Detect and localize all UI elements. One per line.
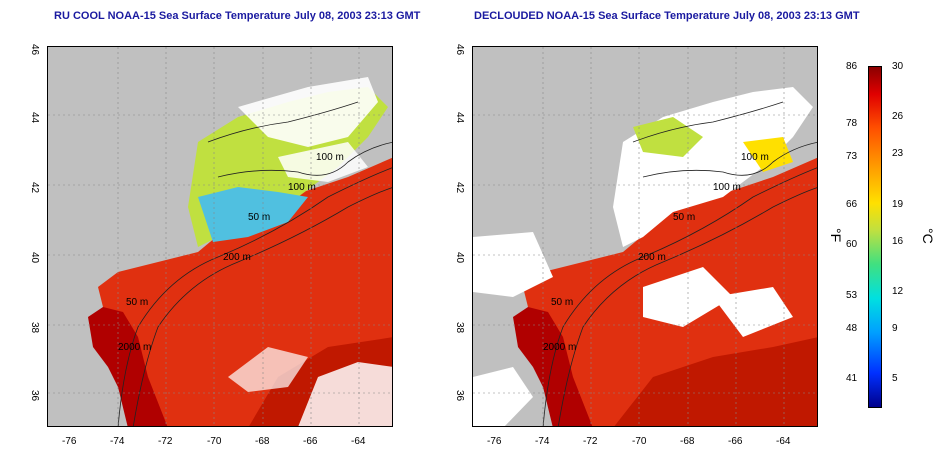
fahrenheit-tick: 53 bbox=[846, 290, 858, 301]
celsius-tick: 5 bbox=[892, 373, 898, 384]
x-tick-label: -72 bbox=[583, 436, 598, 447]
right-sst-map: 100 m 100 m 50 m 200 m 50 m 2000 m bbox=[472, 46, 818, 427]
x-tick-label: -70 bbox=[207, 436, 222, 447]
y-tick-label: 38 bbox=[454, 322, 465, 334]
contour-label: 200 m bbox=[223, 252, 251, 263]
y-tick-label: 38 bbox=[29, 322, 40, 334]
x-tick-label: -76 bbox=[62, 436, 77, 447]
y-tick-label: 46 bbox=[29, 44, 40, 56]
y-tick-label: 40 bbox=[29, 252, 40, 264]
fahrenheit-tick: 73 bbox=[846, 151, 858, 162]
x-tick-label: -74 bbox=[535, 436, 550, 447]
y-tick-label: 36 bbox=[454, 390, 465, 402]
contour-label: 100 m bbox=[316, 152, 344, 163]
y-tick-label: 46 bbox=[454, 44, 465, 56]
fahrenheit-tick: 66 bbox=[846, 199, 858, 210]
fahrenheit-tick: 48 bbox=[846, 323, 858, 334]
fahrenheit-tick: 86 bbox=[846, 61, 858, 72]
y-tick-label: 44 bbox=[29, 112, 40, 124]
celsius-tick: 19 bbox=[892, 199, 904, 210]
celsius-tick: 30 bbox=[892, 61, 904, 72]
y-tick-label: 42 bbox=[29, 182, 40, 194]
x-tick-label: -76 bbox=[487, 436, 502, 447]
x-tick-label: -72 bbox=[158, 436, 173, 447]
contour-label: 2000 m bbox=[543, 342, 577, 353]
fahrenheit-tick: 60 bbox=[846, 239, 858, 250]
contour-label: 50 m bbox=[673, 212, 696, 223]
right-map-image bbox=[473, 47, 817, 426]
fahrenheit-tick: 41 bbox=[846, 373, 858, 384]
celsius-tick: 23 bbox=[892, 148, 904, 159]
right-map-title: DECLOUDED NOAA-15 Sea Surface Temperatur… bbox=[474, 10, 860, 22]
y-tick-label: 44 bbox=[454, 112, 465, 124]
celsius-tick: 12 bbox=[892, 286, 904, 297]
left-sst-map: 100 m 100 m 50 m 200 m 50 m 2000 m bbox=[47, 46, 393, 427]
x-tick-label: -64 bbox=[351, 436, 366, 447]
contour-label: 200 m bbox=[638, 252, 666, 263]
left-map-image bbox=[48, 47, 392, 426]
x-tick-label: -70 bbox=[632, 436, 647, 447]
left-map-title: RU COOL NOAA-15 Sea Surface Temperature … bbox=[54, 10, 421, 22]
celsius-unit-label: °C bbox=[920, 228, 936, 244]
contour-label: 100 m bbox=[713, 182, 741, 193]
contour-label: 50 m bbox=[248, 212, 271, 223]
x-tick-label: -68 bbox=[680, 436, 695, 447]
contour-label: 50 m bbox=[126, 297, 149, 308]
celsius-tick: 16 bbox=[892, 236, 904, 247]
fahrenheit-unit-label: °F bbox=[828, 228, 844, 243]
x-tick-label: -66 bbox=[728, 436, 743, 447]
contour-label: 50 m bbox=[551, 297, 574, 308]
x-tick-label: -64 bbox=[776, 436, 791, 447]
temperature-colorbar bbox=[868, 66, 882, 408]
celsius-tick: 26 bbox=[892, 111, 904, 122]
x-tick-label: -66 bbox=[303, 436, 318, 447]
fahrenheit-tick: 78 bbox=[846, 118, 858, 129]
y-tick-label: 40 bbox=[454, 252, 465, 264]
x-tick-label: -68 bbox=[255, 436, 270, 447]
y-tick-label: 42 bbox=[454, 182, 465, 194]
celsius-tick: 9 bbox=[892, 323, 898, 334]
y-tick-label: 36 bbox=[29, 390, 40, 402]
x-tick-label: -74 bbox=[110, 436, 125, 447]
contour-label: 2000 m bbox=[118, 342, 152, 353]
contour-label: 100 m bbox=[741, 152, 769, 163]
contour-label: 100 m bbox=[288, 182, 316, 193]
